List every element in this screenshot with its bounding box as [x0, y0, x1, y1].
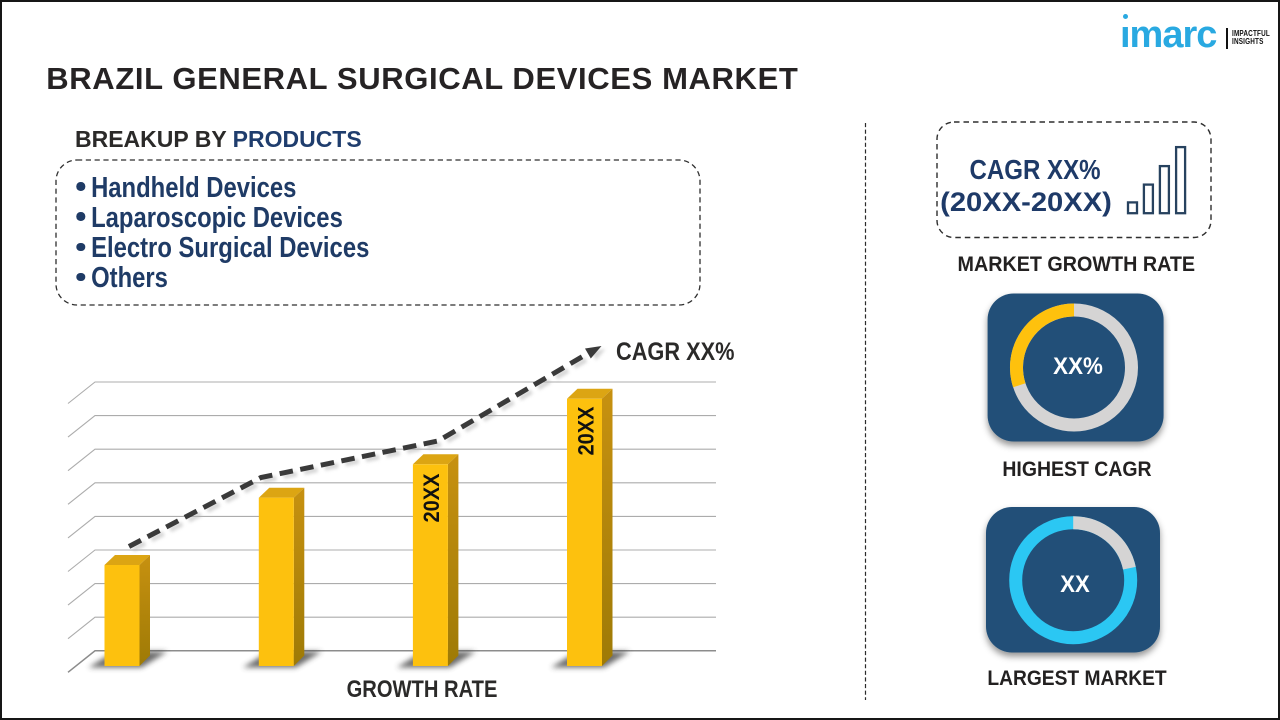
- svg-text:20XX: 20XX: [419, 474, 444, 523]
- svg-text:20XX: 20XX: [573, 407, 598, 456]
